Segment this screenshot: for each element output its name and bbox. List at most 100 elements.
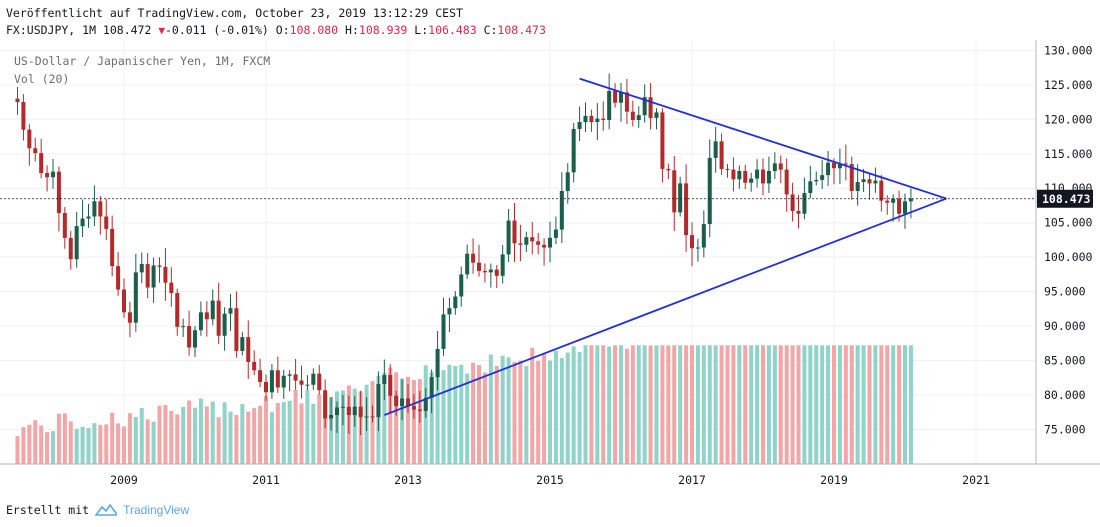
volume-bar [192, 407, 198, 464]
volume-bar [116, 423, 121, 464]
candle-body [778, 163, 783, 170]
volume-bar [796, 345, 801, 464]
volume-bar [891, 345, 896, 464]
volume-bar [766, 345, 771, 464]
candle-body [565, 172, 570, 191]
volume-bar [524, 365, 529, 464]
candle-body [831, 162, 837, 169]
low-value: 106.483 [428, 23, 477, 37]
y-tick-label: 130.000 [1044, 43, 1093, 57]
candle-body [346, 406, 351, 416]
close-value: 108.473 [497, 23, 546, 37]
volume-bar [660, 345, 665, 464]
candle-body [666, 168, 671, 171]
candle-body [607, 91, 612, 120]
volume-bar [252, 408, 257, 464]
x-tick-label: 2013 [394, 473, 422, 487]
open-value: 108.080 [289, 23, 339, 37]
candle-body [187, 326, 192, 348]
candle-body [885, 200, 890, 203]
volume-bar [234, 415, 239, 464]
volume-bar [405, 376, 411, 464]
low-label: L: [414, 23, 429, 37]
candle-body [453, 296, 458, 309]
pair-legend: US-Dollar / Japanischer Yen, 1M, FXCM [14, 54, 270, 68]
volume-bar [133, 416, 138, 464]
volume-bar [45, 432, 50, 464]
volume-bar [595, 345, 600, 464]
created-with-label: Erstellt mit [6, 503, 90, 517]
candle-body [269, 370, 274, 393]
candle-body [370, 416, 375, 418]
volume-bar [275, 403, 280, 464]
volume-bar [607, 346, 612, 464]
candle-body [648, 97, 653, 118]
candle-body [749, 178, 754, 183]
candle-body [553, 229, 558, 238]
candle-body [334, 407, 340, 416]
volume-bar [553, 350, 558, 464]
volume-bar [826, 345, 831, 464]
volume-bar [583, 345, 588, 464]
volume-bar [684, 345, 689, 464]
volume-bar [707, 345, 712, 464]
volume-bar [642, 345, 647, 464]
volume-bar [790, 345, 795, 464]
candle-body [133, 272, 138, 323]
candle-body [879, 180, 884, 201]
candle-body [435, 348, 440, 378]
volume-bar [725, 345, 730, 464]
volume-bar [488, 354, 493, 464]
volume-bar [500, 355, 505, 464]
candle-body [216, 300, 221, 336]
volume-bar [145, 419, 150, 464]
candle-body [814, 179, 819, 182]
tradingview-brand[interactable]: TradingView [123, 503, 190, 517]
y-tick-label: 120.000 [1044, 112, 1093, 126]
candle-body [151, 265, 156, 288]
volume-bar [305, 389, 310, 464]
price-chart[interactable]: 2009 2011 2013 2015 2017 2019 2021 75.000 80.000… [0, 40, 1100, 495]
candle-body [855, 182, 860, 191]
volume-bar [394, 372, 399, 464]
volume-legend: Vol (20) [14, 72, 69, 86]
high-value: 108.939 [358, 23, 408, 37]
candle-body [902, 201, 908, 214]
candle-body [524, 237, 529, 245]
volume-bar [630, 345, 635, 464]
volume-bar [589, 345, 594, 464]
volume-bar [908, 345, 913, 464]
candle-body [400, 398, 405, 407]
volume-bar [163, 404, 168, 464]
volume-bar [879, 345, 884, 464]
volume-bar [388, 367, 393, 464]
candle-body [861, 179, 866, 183]
candle-body [358, 406, 363, 418]
volume-bar [897, 345, 902, 464]
volume-bar [577, 352, 582, 464]
candle-body [506, 220, 511, 255]
volume-bar [15, 436, 20, 464]
volume-bar [74, 428, 79, 464]
volume-bar [843, 345, 848, 464]
volume-bar [441, 370, 446, 464]
candle-body [530, 237, 535, 242]
y-tick-label: 75.000 [1044, 423, 1086, 437]
candle-body [725, 168, 730, 170]
volume-bar [601, 345, 606, 464]
candle-body [849, 164, 854, 191]
volume-bar [506, 357, 511, 464]
candle-body [595, 118, 600, 123]
volume-bars [15, 345, 913, 464]
volume-bar [831, 345, 837, 464]
volume-bar [169, 410, 174, 464]
volume-bar [648, 345, 653, 464]
volume-bar [867, 345, 872, 464]
candle-body [68, 237, 73, 260]
candle-body [559, 190, 564, 230]
volume-bar [400, 378, 405, 464]
candle-body [45, 173, 50, 178]
candle-body [163, 266, 168, 283]
candle-body [601, 118, 606, 120]
candle-body [429, 377, 434, 398]
